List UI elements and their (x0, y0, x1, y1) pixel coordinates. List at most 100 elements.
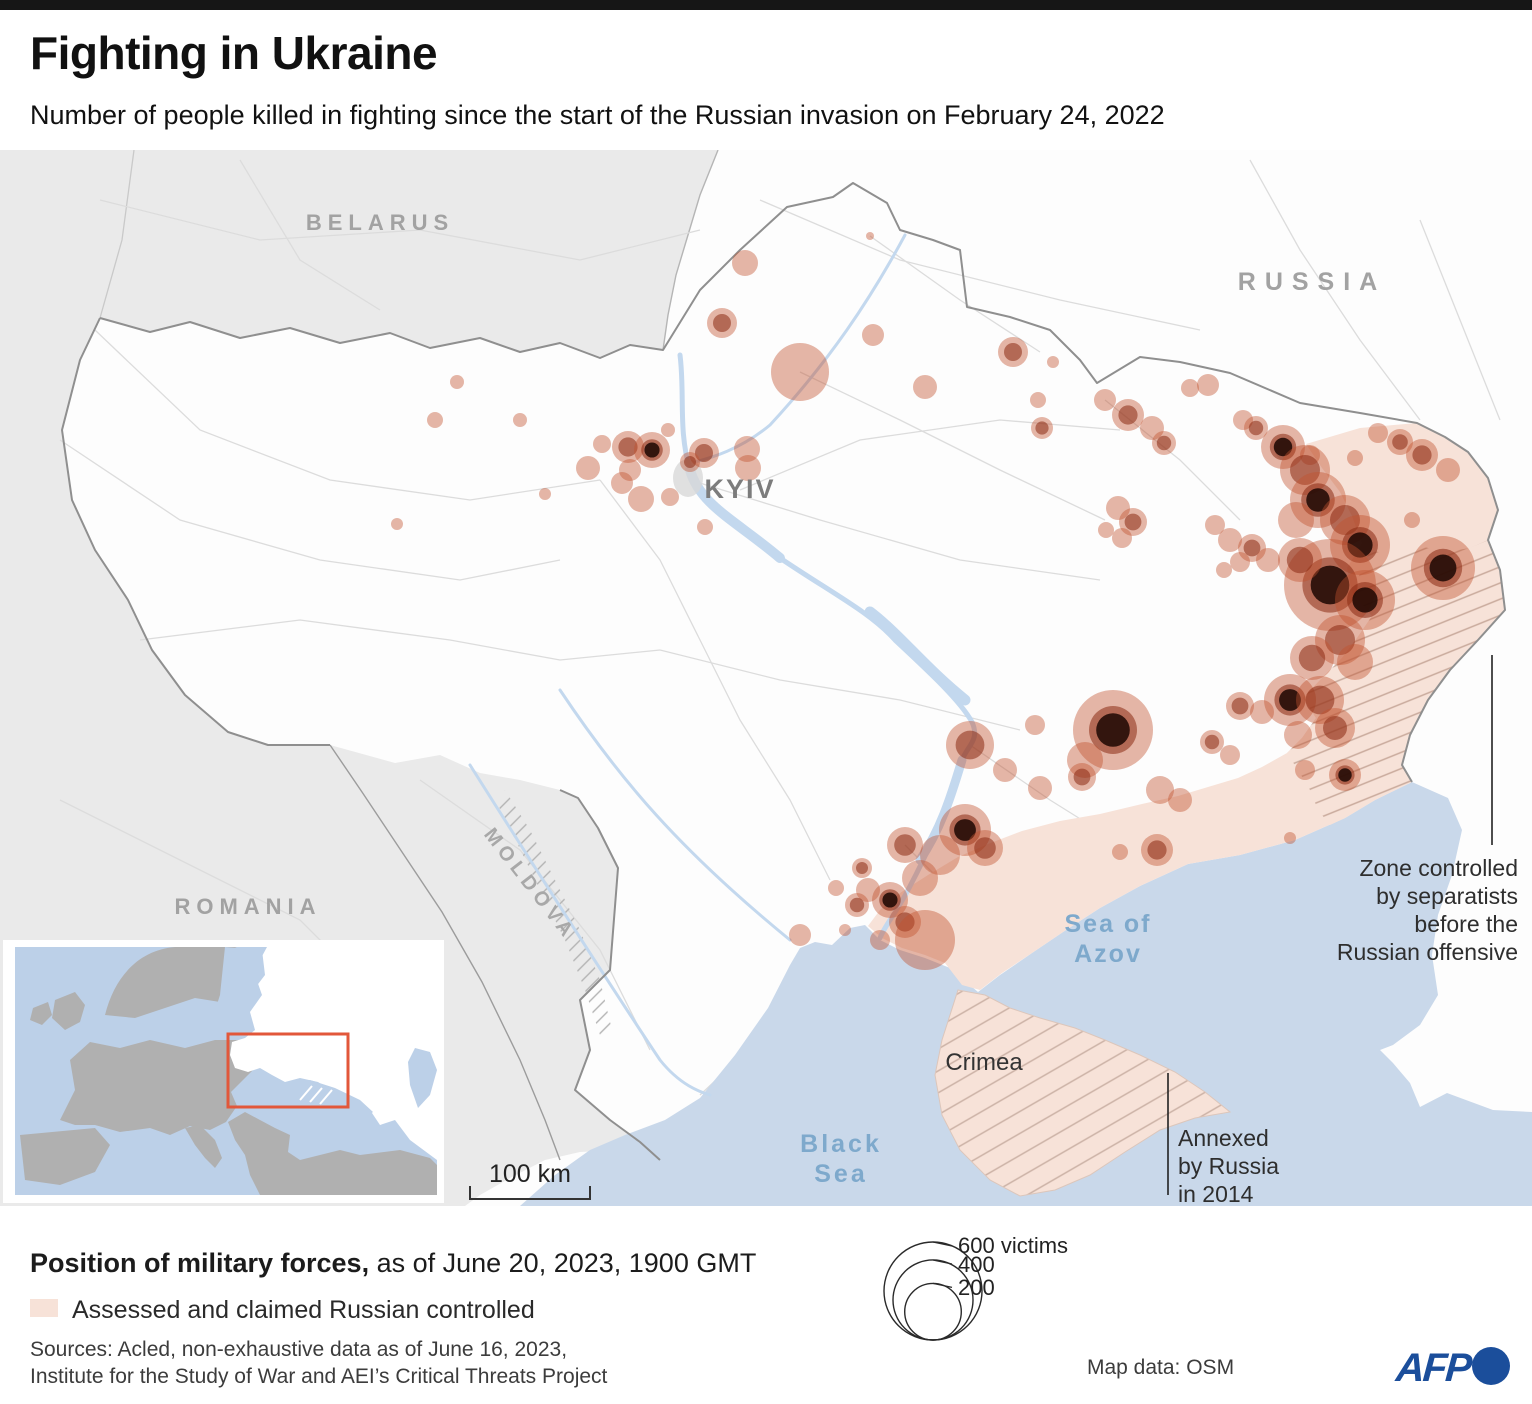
casualty-bubble-core-dark (1352, 587, 1378, 613)
size-legend-label-600: 600 victims (958, 1233, 1069, 1258)
casualty-bubble (771, 343, 829, 401)
casualty-bubble (1140, 416, 1164, 440)
casualty-bubble-core (1248, 420, 1264, 436)
casualty-bubble-core-dark (1306, 488, 1330, 512)
casualty-bubble (1233, 410, 1253, 430)
casualty-bubble (1106, 496, 1130, 520)
casualty-bubble-core-dark (1347, 532, 1373, 558)
casualty-bubble-core (1124, 513, 1142, 531)
casualty-bubble (611, 472, 633, 494)
map-label-russia: RUSSIA (1238, 268, 1386, 296)
casualty-bubble-core (1073, 768, 1091, 786)
casualty-bubble (920, 835, 960, 875)
annotation-annexed-line2: in 2014 (1178, 1181, 1254, 1207)
casualty-bubble (913, 375, 937, 399)
map-label-sea-of-azov-line1: Sea of (1064, 910, 1151, 938)
romania-moldova-border (329, 744, 561, 1161)
casualty-bubble (661, 423, 675, 437)
casualty-bubble (1347, 450, 1363, 466)
map-canvas: BELARUSRUSSIAMOLDOVAROMANIAKYIVBlackSeaS… (0, 150, 1532, 1207)
casualty-bubble (697, 519, 713, 535)
annotation-annexed-line1: by Russia (1178, 1153, 1279, 1179)
casualty-bubble (1098, 522, 1114, 538)
casualty-bubble-core-dark (1429, 554, 1457, 582)
position-forces-line: Position of military forces, as of June … (30, 1248, 756, 1279)
map-label-belarus: BELARUS (306, 210, 454, 235)
casualty-bubble (1436, 458, 1460, 482)
casualty-bubble (1067, 742, 1103, 778)
annotation-annexed-line0: Annexed (1178, 1125, 1269, 1151)
casualty-bubble-core (1330, 505, 1360, 535)
size-legend-tick-200 (932, 1282, 953, 1289)
page-subtitle: Number of people killed in fighting sinc… (30, 100, 1165, 130)
size-legend-circle-200 (904, 1282, 962, 1341)
casualty-bubble (828, 880, 844, 896)
inset-extent-rect (226, 1032, 350, 1109)
separatist-zone-hatch (1287, 540, 1505, 825)
size-legend-label-400: 400 (958, 1252, 995, 1277)
casualty-bubble-core (1231, 697, 1249, 715)
casualty-bubble (1146, 776, 1174, 804)
casualty-bubble (734, 436, 760, 462)
crimea-peninsula (934, 989, 1232, 1197)
casualty-bubble-core (1243, 539, 1261, 557)
map-label-sea-of-azov-line2: Azov (1074, 940, 1142, 968)
casualty-bubble (862, 324, 884, 346)
casualty-bubble-core-dark (1273, 437, 1293, 457)
page-title: Fighting in Ukraine (30, 27, 438, 79)
belarus-russia-border (662, 150, 719, 351)
casualty-bubble (1284, 721, 1312, 749)
size-legend-tick-600 (932, 1241, 953, 1247)
casualty-bubble (1112, 528, 1132, 548)
controlled-zone-swatch (30, 1299, 58, 1317)
casualty-bubble (619, 459, 641, 481)
casualty-bubble (1368, 423, 1388, 443)
controlled-zone-label: Assessed and claimed Russian controlled (72, 1296, 535, 1324)
casualty-bubble (993, 758, 1017, 782)
casualty-bubble-core (1286, 546, 1314, 574)
casualty-bubbles-layer (391, 232, 1475, 970)
sources-line2: Institute for the Study of War and AEI’s… (30, 1365, 608, 1388)
casualty-bubble-core (1298, 644, 1326, 672)
casualty-bubble-core-dark (954, 819, 976, 841)
annotation-separatist-zone-line2: before the (1414, 911, 1518, 937)
sources-note: Sources: Acled, non-exhaustive data as o… (30, 1336, 607, 1390)
casualty-bubble-core (1290, 455, 1320, 485)
casualty-bubble (661, 488, 679, 506)
casualty-bubble (1197, 374, 1219, 396)
casualty-bubble-core (974, 837, 996, 859)
casualty-bubble-core (695, 444, 713, 462)
casualty-bubble (1220, 745, 1240, 765)
casualty-bubble (1250, 700, 1274, 724)
annotation-separatist-zone-line1: by separatists (1376, 883, 1518, 909)
transnistria-hatch (498, 790, 612, 1035)
casualty-bubble (1278, 502, 1314, 538)
kyiv-urban-area (673, 459, 703, 497)
scale-bar: 100 km (469, 1160, 591, 1200)
casualty-bubble-core (1156, 435, 1172, 451)
casualty-bubble-core (895, 912, 915, 932)
roads-layer (59, 159, 1501, 1096)
casualty-bubble (628, 486, 654, 512)
casualty-bubble (1181, 379, 1199, 397)
casualty-bubble-core (1412, 445, 1432, 465)
casualty-bubble (735, 455, 761, 481)
casualty-bubble-core (1325, 625, 1355, 655)
casualty-bubble-core (955, 730, 985, 760)
casualty-bubble-core (1204, 734, 1220, 750)
size-legend-tick-400 (932, 1259, 953, 1265)
sea (520, 782, 1532, 1206)
map-data-credit: Map data: OSM (1087, 1356, 1235, 1379)
casualty-bubble (856, 878, 880, 902)
casualty-bubble (1205, 515, 1225, 535)
ukraine-border (61, 182, 1506, 1161)
casualty-bubble (789, 924, 811, 946)
casualty-bubble-core-dark (644, 442, 660, 458)
casualty-bubble (513, 413, 527, 427)
casualty-bubble (1028, 776, 1052, 800)
casualty-bubble (1295, 760, 1315, 780)
casualty-bubble (576, 456, 600, 480)
scale-label: 100 km (489, 1160, 571, 1188)
map-label-black-sea-line2: Sea (814, 1160, 867, 1188)
